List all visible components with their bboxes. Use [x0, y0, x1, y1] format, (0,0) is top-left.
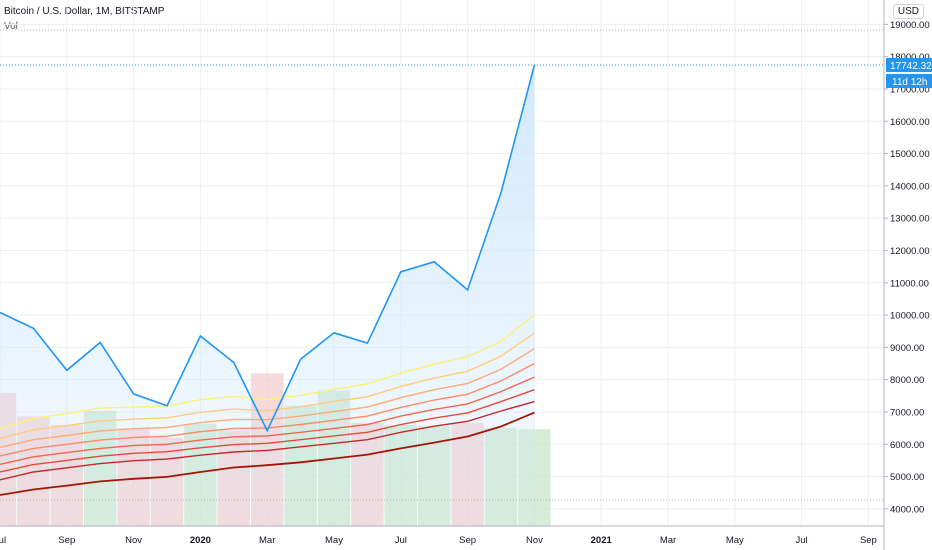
y-tick-label: 6000.00	[890, 440, 924, 451]
ma-ribbon-line-6	[0, 389, 535, 473]
price-area-fill	[0, 65, 535, 526]
y-tick-label: 8000.00	[890, 375, 924, 386]
y-tick-label: 11000.00	[890, 278, 929, 289]
y-tick-label: 18000.00	[890, 52, 930, 63]
last-price-box	[886, 57, 932, 72]
y-tick-label: 7000.00	[890, 407, 924, 418]
ma-ribbon-line-8	[0, 411, 535, 496]
y-tick-label: 5000.00	[890, 472, 924, 483]
x-tick-label: Sep	[58, 535, 75, 546]
x-tick-label: 2021	[591, 535, 613, 546]
x-tick-label: Jul	[395, 535, 407, 546]
x-tick-label: Sep	[459, 535, 476, 546]
chart-title: Bitcoin / U.S. Dollar, 1M, BITSTAMP	[4, 6, 165, 17]
x-tick-label: Mar	[660, 535, 676, 546]
last-price-label: 17742.32	[890, 61, 932, 72]
volume-indicator-label[interactable]: Vol	[4, 21, 18, 32]
x-tick-label: Nov	[526, 535, 543, 546]
x-tick-label: Sep	[860, 535, 877, 546]
ma-ribbon-line-2	[0, 332, 535, 440]
countdown-box	[886, 73, 932, 88]
ma-ribbon-line-4	[0, 362, 535, 457]
x-tick-label: Nov	[125, 535, 142, 546]
y-tick-label: 17000.00	[890, 84, 930, 95]
y-tick-label: 4000.00	[890, 504, 924, 515]
x-tick-label: Jul	[0, 535, 6, 546]
y-tick-label: 19000.00	[890, 20, 930, 31]
x-tick-label: Mar	[259, 535, 275, 546]
y-tick-label: 13000.00	[890, 214, 930, 225]
ma-ribbon-line-5	[0, 376, 535, 465]
y-tick-label: 15000.00	[890, 149, 930, 160]
x-tick-label: May	[726, 535, 744, 546]
y-tick-label: 14000.00	[890, 181, 930, 192]
x-tick-label: May	[325, 535, 343, 546]
y-tick-label: 16000.00	[890, 117, 930, 128]
ma-ribbon-line-7	[0, 400, 535, 481]
x-tick-label: Jul	[796, 535, 808, 546]
price-line	[0, 64, 536, 433]
currency-button[interactable]: USD	[892, 4, 924, 19]
x-tick-label: 2020	[190, 535, 211, 546]
ma-ribbon-line-3	[0, 348, 535, 449]
ma-ribbon-line-1	[0, 314, 535, 430]
y-tick-label: 9000.00	[890, 343, 924, 354]
y-tick-label: 10000.00	[890, 311, 930, 322]
y-tick-label: 12000.00	[890, 246, 930, 257]
countdown-label: 11d 12h	[892, 77, 927, 88]
